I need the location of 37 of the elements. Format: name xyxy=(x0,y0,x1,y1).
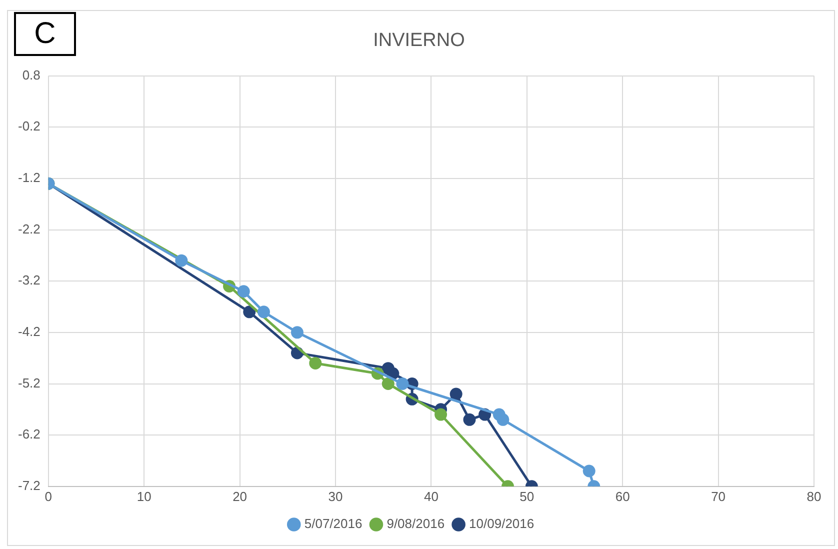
point xyxy=(382,378,394,390)
point xyxy=(463,413,476,426)
point xyxy=(309,356,322,370)
point xyxy=(434,408,448,421)
x-tick-label: 0 xyxy=(44,488,52,504)
point xyxy=(396,378,409,390)
legend-label: 10/09/2016 xyxy=(469,516,534,532)
chart-title: INVIERNO xyxy=(373,30,465,51)
y-tick-label: 0.8 xyxy=(22,67,40,82)
point xyxy=(386,367,400,380)
point xyxy=(237,285,250,298)
x-tick-label: 10 xyxy=(136,488,152,504)
legend-label: 9/08/2016 xyxy=(386,516,445,532)
x-tick-label: 20 xyxy=(232,488,248,504)
y-tick-label: -0.2 xyxy=(18,118,40,134)
text: C xyxy=(14,12,76,56)
y-tick-label: -2.2 xyxy=(18,221,40,236)
x-tick-label: 60 xyxy=(615,488,630,504)
y-tick-label: -7.2 xyxy=(18,478,40,493)
point xyxy=(450,388,462,400)
x-tick-label: 80 xyxy=(806,488,822,504)
legend-label: 5/07/2016 xyxy=(304,516,362,532)
x-tick-label: 40 xyxy=(424,488,438,504)
point xyxy=(496,413,510,426)
point xyxy=(582,464,596,478)
y-tick-label: -4.2 xyxy=(18,324,40,340)
point xyxy=(243,306,256,318)
x-tick-label: 70 xyxy=(711,488,726,504)
y-tick-label: -5.2 xyxy=(18,375,40,390)
point xyxy=(257,306,270,318)
y-tick-label: -1.2 xyxy=(18,170,40,186)
point xyxy=(175,254,188,267)
x-tick-label: 30 xyxy=(328,488,343,504)
x-tick-label: 50 xyxy=(520,488,534,504)
point xyxy=(290,326,304,339)
y-tick-label: -3.2 xyxy=(18,272,40,288)
y-tick-label: -6.2 xyxy=(18,426,40,442)
